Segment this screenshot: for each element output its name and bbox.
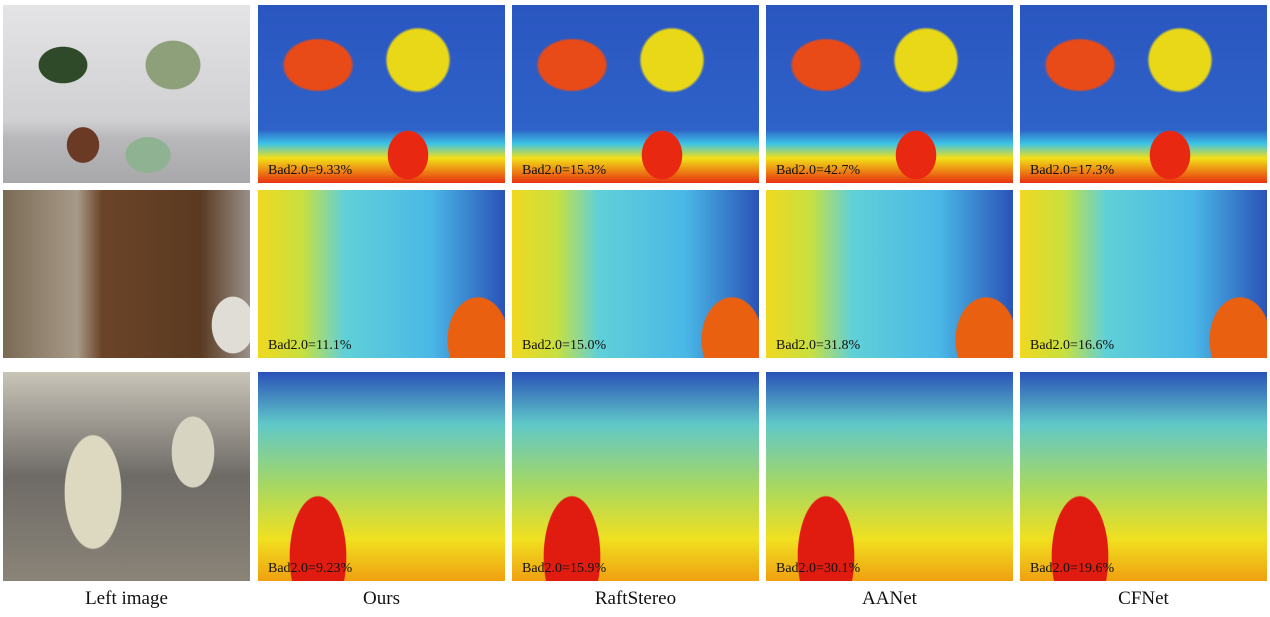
metric-label: Bad2.0=15.9% (522, 561, 606, 577)
disparity-map: Bad2.0=9.23% (258, 372, 505, 581)
metric-label: Bad2.0=11.1% (268, 338, 352, 354)
figure: Bad2.0=9.33% Bad2.0=15.3% Bad2.0=42.7% B… (0, 0, 1270, 617)
metric-label: Bad2.0=9.33% (268, 163, 352, 179)
disparity-map: Bad2.0=31.8% (766, 190, 1013, 358)
column-caption: AANet (766, 588, 1013, 610)
disparity-map: Bad2.0=19.6% (1020, 372, 1267, 581)
metric-label: Bad2.0=16.6% (1030, 338, 1114, 354)
disparity-map: Bad2.0=16.6% (1020, 190, 1267, 358)
left-image (3, 372, 250, 581)
metric-label: Bad2.0=15.0% (522, 338, 606, 354)
column-caption: Ours (258, 588, 505, 610)
disparity-map: Bad2.0=30.1% (766, 372, 1013, 581)
metric-label: Bad2.0=31.8% (776, 338, 860, 354)
metric-label: Bad2.0=19.6% (1030, 561, 1114, 577)
left-image (3, 190, 250, 358)
metric-label: Bad2.0=42.7% (776, 163, 860, 179)
disparity-map: Bad2.0=17.3% (1020, 5, 1267, 183)
column-caption: RaftStereo (512, 588, 759, 610)
metric-label: Bad2.0=30.1% (776, 561, 860, 577)
disparity-map: Bad2.0=9.33% (258, 5, 505, 183)
column-caption: Left image (3, 588, 250, 610)
disparity-map: Bad2.0=15.0% (512, 190, 759, 358)
disparity-map: Bad2.0=42.7% (766, 5, 1013, 183)
disparity-map: Bad2.0=11.1% (258, 190, 505, 358)
left-image (3, 5, 250, 183)
metric-label: Bad2.0=15.3% (522, 163, 606, 179)
column-caption: CFNet (1020, 588, 1267, 610)
disparity-map: Bad2.0=15.9% (512, 372, 759, 581)
disparity-map: Bad2.0=15.3% (512, 5, 759, 183)
metric-label: Bad2.0=17.3% (1030, 163, 1114, 179)
metric-label: Bad2.0=9.23% (268, 561, 352, 577)
